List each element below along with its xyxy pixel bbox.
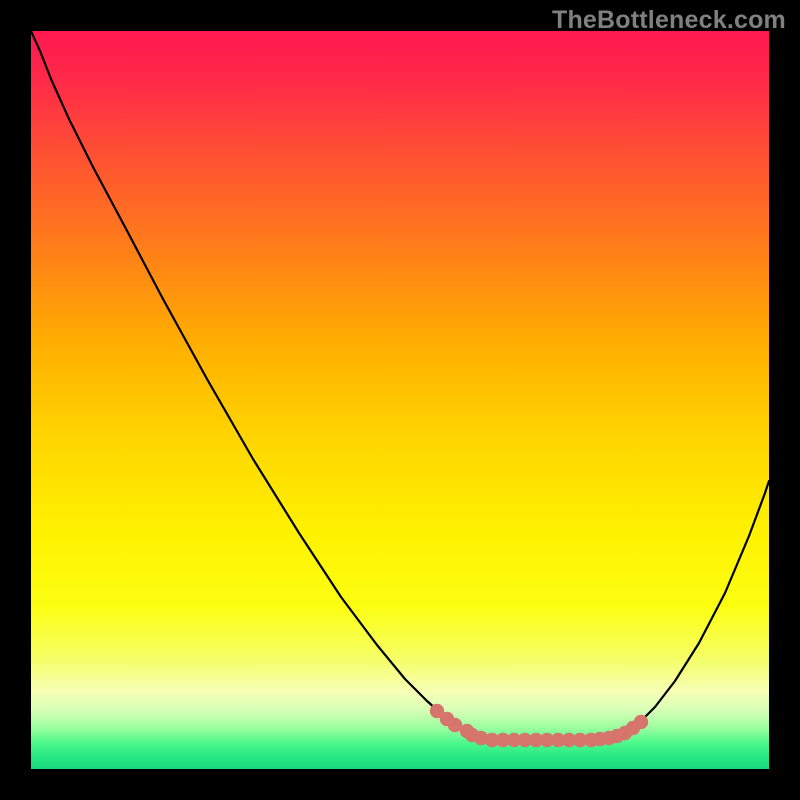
chart-svg: [31, 31, 769, 769]
gradient-background: [31, 31, 769, 769]
plot-area: [31, 31, 769, 769]
chart-frame: TheBottleneck.com: [0, 0, 800, 800]
highlight-dot: [634, 715, 648, 729]
